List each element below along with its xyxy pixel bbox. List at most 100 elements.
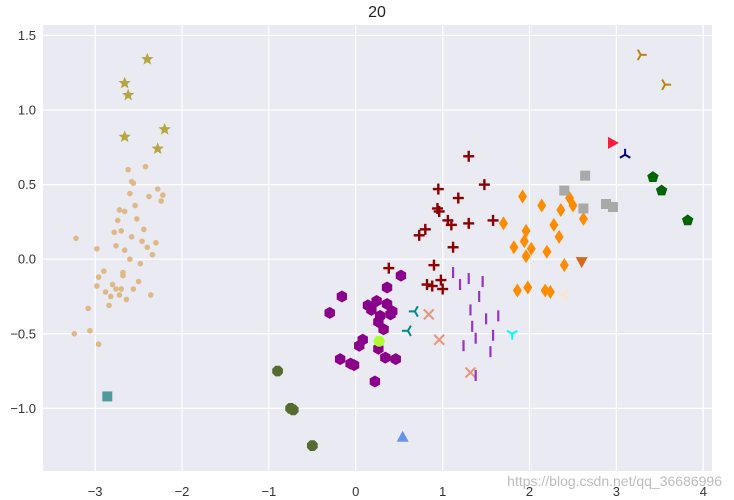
data-point-dot [125, 166, 131, 173]
data-point-dot [130, 180, 137, 186]
data-point-hexagon [373, 315, 384, 328]
data-point-diamond [498, 216, 508, 231]
data-point-x [464, 366, 477, 379]
data-point-square [607, 201, 618, 212]
data-point-dot [95, 274, 102, 280]
data-point-star [158, 122, 171, 135]
data-point-plus [383, 262, 395, 274]
data-point-dot [116, 292, 123, 298]
data-point-hexagon [381, 281, 393, 294]
data-point-diamond [537, 198, 547, 213]
data-point-octagon [306, 440, 318, 451]
data-point-plus [435, 274, 447, 286]
data-point-hexagon [357, 333, 368, 346]
data-point-dot [140, 226, 147, 233]
data-point-dot [95, 341, 102, 348]
data-point-diamond [521, 223, 531, 238]
data-point-octagon [287, 404, 299, 416]
x-tick-label: 1 [439, 484, 446, 499]
y-tick-label: 0.0 [18, 252, 36, 267]
watermark-url: https://blog.csdn.net/qq_36686996 [507, 473, 722, 489]
data-point-star [151, 142, 164, 155]
data-point-hexagon [380, 351, 391, 364]
data-point-hexagon [390, 353, 401, 366]
data-point-plus [426, 280, 438, 292]
data-point-plus [478, 179, 490, 191]
data-point-plus [437, 283, 449, 295]
data-point-hexagon [381, 297, 393, 310]
data-point-dot [146, 193, 152, 200]
data-point-diamond [549, 217, 559, 232]
data-point-circle [373, 335, 385, 347]
data-point-diamond [523, 280, 533, 295]
x-tick-label: 2 [526, 484, 533, 499]
axis-tick-labels: −3 −2 −1 0 1 2 3 4 −1.0 −0.5 0.0 0.5 1.0 1.5 [10, 28, 707, 499]
data-point-dot [134, 216, 140, 222]
data-point-dot [94, 283, 100, 289]
data-point-dot [87, 327, 93, 334]
data-point-hexagon [371, 294, 382, 307]
data-point-dot [130, 286, 137, 292]
data-point-dot [121, 247, 128, 254]
data-point-triangle-right [607, 136, 619, 149]
data-point-dot [127, 256, 133, 262]
data-point-dot [120, 269, 126, 276]
x-tick-label: −3 [88, 484, 103, 499]
data-point-dot [118, 286, 124, 292]
data-point-plus [487, 214, 499, 226]
data-points [71, 49, 694, 451]
data-point-plus [447, 241, 459, 253]
data-point-plus [413, 229, 425, 241]
x-tick-label: −1 [261, 484, 276, 499]
data-point-diamond [512, 283, 522, 298]
data-point-dot [114, 217, 121, 224]
data-point-dot [147, 292, 154, 298]
data-point-diamond [519, 234, 529, 249]
data-point-dot [85, 305, 91, 312]
data-point-plus [463, 217, 475, 229]
data-point-diamond [568, 198, 578, 213]
data-point-dot [139, 238, 145, 245]
data-point-tri-up [619, 148, 631, 159]
data-point-plus [428, 259, 440, 271]
data-point-dot [94, 245, 100, 252]
y-tick-label: −1.0 [10, 401, 36, 416]
data-point-dot [137, 260, 144, 267]
y-tick-label: 1.0 [18, 103, 36, 118]
grid-lines [43, 25, 712, 471]
data-point-dot [154, 186, 161, 192]
data-point-tri-down [506, 329, 518, 340]
data-point-hexagon [334, 353, 346, 366]
data-point-diamond [542, 244, 552, 259]
data-point-diamond [556, 202, 566, 217]
data-point-diamond [526, 241, 536, 256]
data-point-diamond [578, 211, 588, 226]
data-point-square [559, 185, 570, 196]
data-point-dot [121, 208, 128, 215]
data-point-tri-left [401, 325, 412, 337]
data-point-triangle-down [575, 257, 588, 269]
data-point-dot [71, 330, 78, 337]
y-tick-label: 0.5 [18, 177, 36, 192]
data-point-dot [113, 286, 119, 292]
data-point-hexagon [369, 375, 381, 388]
x-tick-label: −2 [175, 484, 190, 499]
data-point-star [118, 130, 131, 143]
data-point-dot [73, 235, 79, 242]
data-point-dot [102, 289, 109, 295]
data-point-plus [421, 279, 433, 291]
x-tick-label: 4 [700, 484, 707, 499]
data-point-diamond [545, 285, 555, 300]
data-point-dot [111, 229, 118, 236]
data-point-square [578, 203, 589, 214]
data-point-diamond [554, 229, 564, 244]
data-point-plus [433, 205, 445, 217]
data-point-diamond [509, 240, 519, 255]
data-point-dot [149, 251, 156, 258]
data-point-x [423, 308, 435, 321]
data-point-square [580, 170, 591, 181]
data-point-pentagon [647, 171, 659, 182]
data-point-dot [158, 198, 164, 204]
data-point-dot [123, 296, 130, 303]
